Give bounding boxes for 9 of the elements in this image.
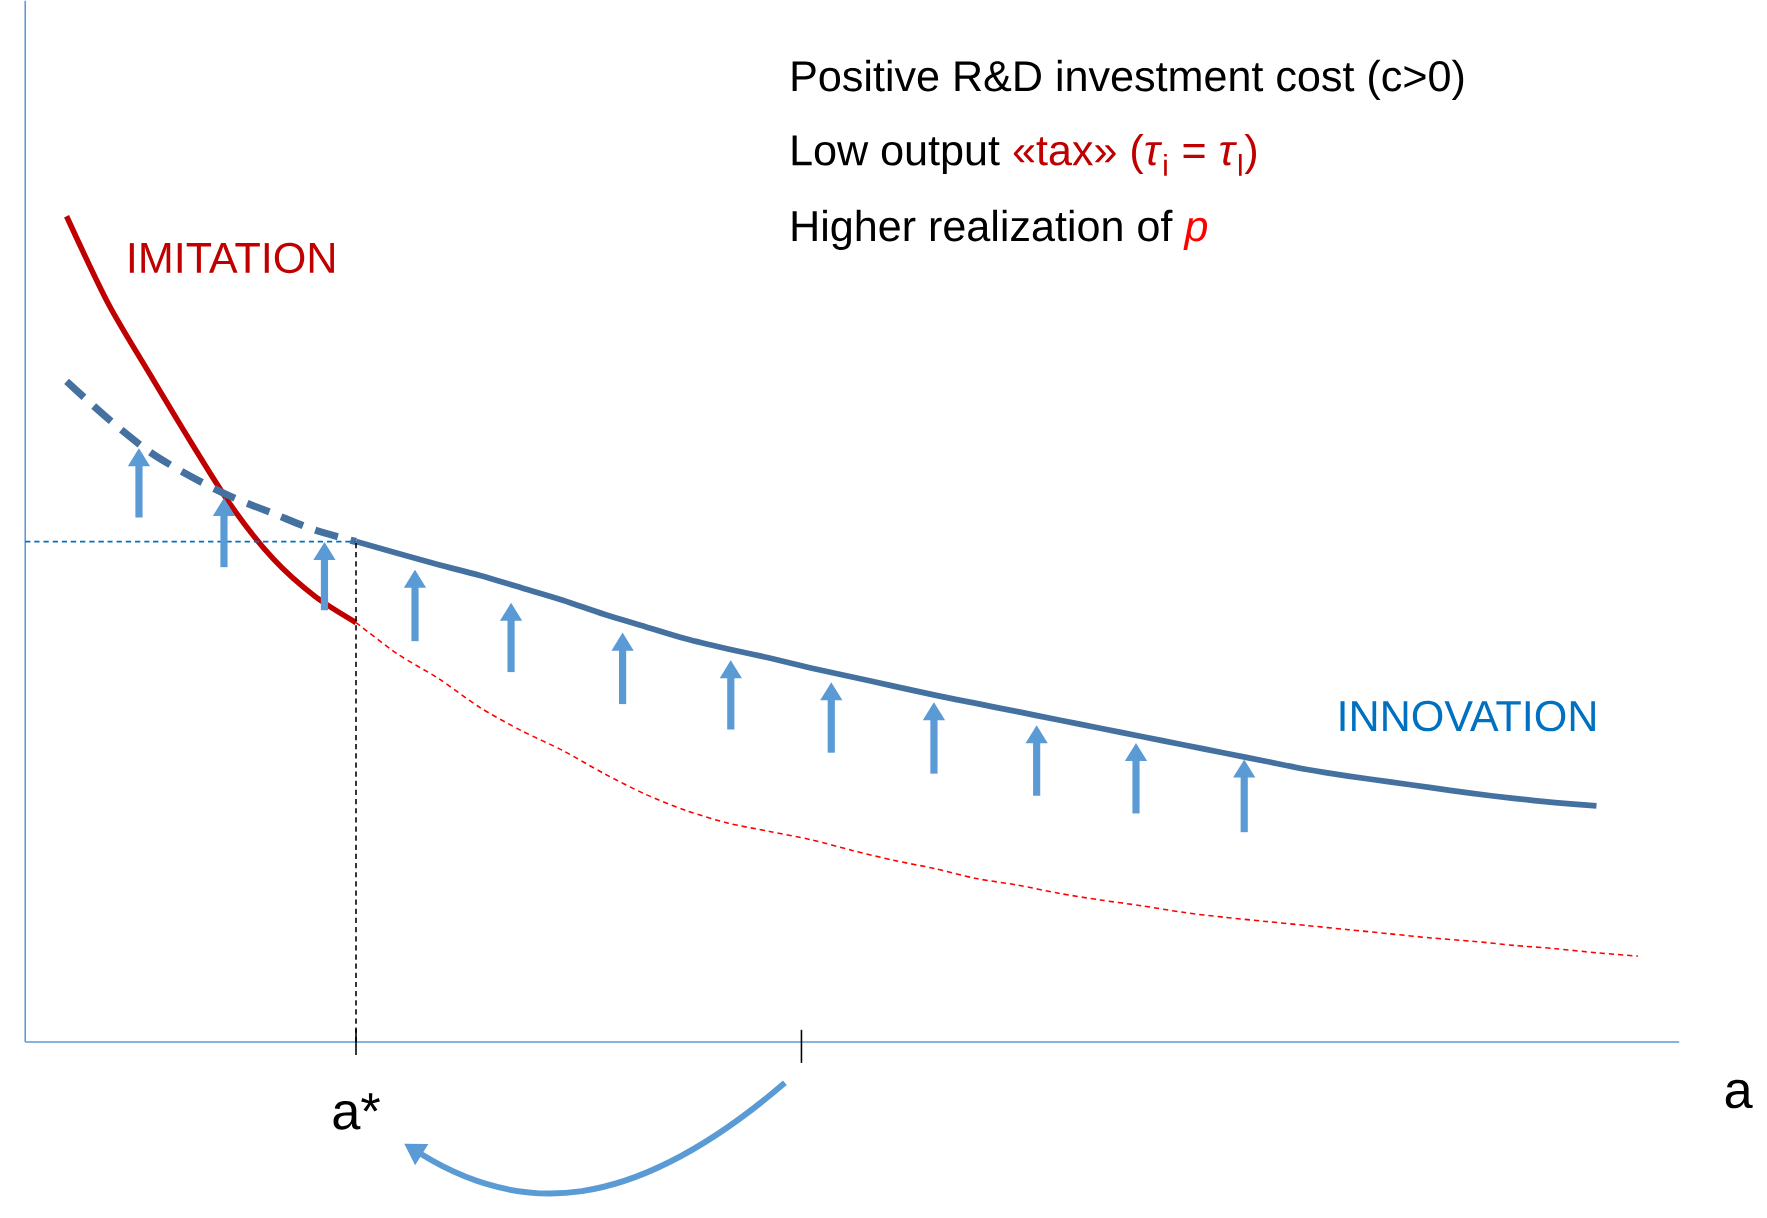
text: «tax» (τ$_{i}$ = τ$_{l}$) (1013, 133, 1256, 176)
annotation: Higher realization of (792, 209, 1173, 250)
series-label: IMITATION (129, 242, 334, 274)
series-label: INNOVATION (1340, 700, 1595, 732)
text: a* (333, 1093, 380, 1130)
annotation: p (1183, 217, 1208, 250)
x-axis-title: a (1725, 1079, 1753, 1109)
text: Positive R&D investment cost (c>0) (792, 59, 1464, 100)
text: Low output (792, 135, 1000, 174)
